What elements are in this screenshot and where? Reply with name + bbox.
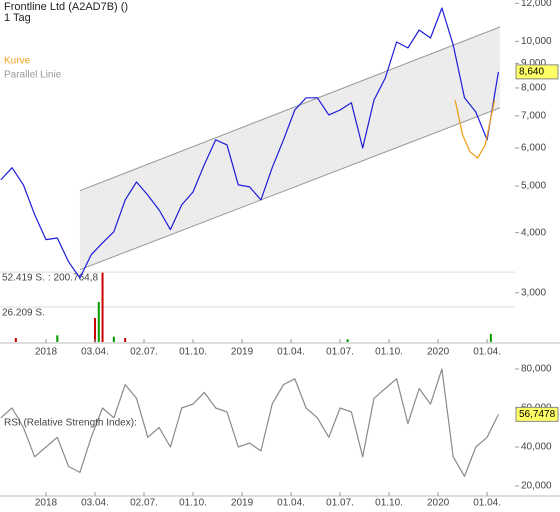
y-tick-label: 20,000	[521, 481, 552, 492]
y-tick-label: 9,000	[521, 58, 546, 69]
price-line	[0, 7, 499, 279]
volume-bar	[101, 272, 104, 342]
x-tick-label: 01.07.	[326, 347, 354, 358]
x-tick-label: 2018	[35, 498, 58, 509]
x-tick-label: 01.10.	[375, 347, 403, 358]
x-tick-label: 01.04.	[473, 498, 501, 509]
last-value-box	[515, 64, 559, 80]
y-tick-label: 3,000	[521, 287, 546, 298]
x-tick-label: 2019	[231, 498, 254, 509]
volume-bar	[346, 339, 349, 342]
volume-tick-label: 52.419 S.	[2, 273, 45, 284]
y-tick-label: 4,000	[521, 227, 546, 238]
volume-bar	[124, 338, 127, 342]
chart-subtitle: 1 Tag	[4, 12, 31, 24]
x-tick-label: 2018	[35, 347, 58, 358]
x-tick-label: 01.10.	[179, 347, 207, 358]
volume-bar	[14, 338, 17, 342]
volume-note: : 200.764,8	[48, 273, 98, 284]
x-tick-label: 02.07.	[130, 498, 158, 509]
volume-bar	[112, 336, 115, 342]
legend-label: Kurve	[4, 56, 31, 67]
x-tick-label: 01.10.	[375, 498, 403, 509]
x-tick-label: 03.04.	[81, 347, 109, 358]
last-value-box	[515, 406, 559, 422]
price-line	[0, 368, 499, 477]
y-tick-label: 10,000	[521, 36, 552, 47]
channel-line	[79, 107, 501, 271]
last-value-label: 8,640	[519, 67, 544, 78]
channel-fill	[79, 27, 500, 270]
x-tick-label: 2019	[231, 347, 254, 358]
x-tick-label: 03.04.	[81, 498, 109, 509]
volume-bar	[489, 334, 492, 342]
legend-label: Parallel Linie	[4, 70, 62, 81]
volume-bar	[94, 318, 97, 342]
x-tick-label: 02.07.	[130, 347, 158, 358]
x-tick-label: 01.07.	[326, 498, 354, 509]
x-tick-label: 01.04.	[277, 347, 305, 358]
x-tick-label: 01.04.	[277, 498, 305, 509]
last-value-label: 56,7478	[519, 409, 556, 420]
x-tick-label: 2020	[427, 498, 450, 509]
volume-bar	[56, 335, 59, 342]
y-tick-label: 40,000	[521, 442, 552, 453]
y-tick-label: 80,000	[521, 364, 552, 375]
indicator-label: RSI (Relative Strength Index):	[4, 418, 137, 429]
y-tick-label: 5,000	[521, 181, 546, 192]
volume-tick-label: 26.209 S.	[2, 308, 45, 319]
y-tick-label: 8,000	[521, 83, 546, 94]
curve-line	[454, 99, 496, 159]
y-tick-label: 12,000	[521, 0, 552, 9]
x-tick-label: 01.04.	[473, 347, 501, 358]
volume-bar	[97, 302, 100, 342]
channel-line	[79, 26, 501, 192]
y-tick-label: 6,000	[521, 143, 546, 154]
chart-title: Frontline Ltd (A2AD7B) ()	[4, 1, 128, 13]
x-tick-label: 01.10.	[179, 498, 207, 509]
x-tick-label: 2020	[427, 347, 450, 358]
y-tick-label: 7,000	[521, 110, 546, 121]
